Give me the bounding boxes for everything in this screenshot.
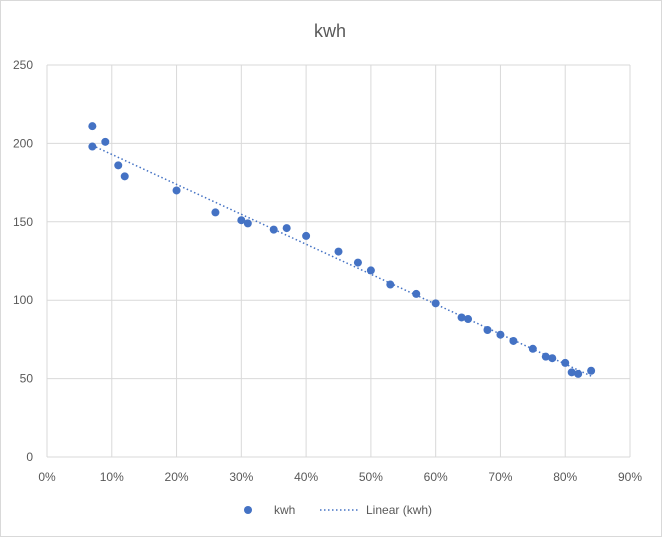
x-tick-label: 70%: [488, 470, 512, 484]
data-point: [541, 352, 550, 361]
x-tick-label: 30%: [229, 470, 253, 484]
data-point: [509, 336, 518, 345]
data-point: [366, 266, 375, 275]
data-point: [386, 280, 395, 289]
legend-label-trendline: Linear (kwh): [366, 503, 432, 517]
x-tick-label: 90%: [618, 470, 642, 484]
data-point: [431, 299, 440, 308]
data-point: [561, 358, 570, 367]
y-tick-label: 250: [13, 58, 33, 72]
data-point: [353, 258, 362, 267]
legend-marker-kwh: [244, 506, 252, 514]
legend: kwh Linear (kwh): [244, 503, 432, 517]
x-tick-label: 20%: [165, 470, 189, 484]
y-tick-label: 150: [13, 215, 33, 229]
y-tick-label: 50: [20, 372, 34, 386]
x-tick-label: 40%: [294, 470, 318, 484]
x-tick-label: 0%: [38, 470, 56, 484]
y-tick-label: 0: [26, 450, 33, 464]
x-tick-label: 80%: [553, 470, 577, 484]
data-point: [567, 368, 576, 377]
data-point: [237, 216, 246, 225]
y-tick-label: 100: [13, 293, 33, 307]
x-tick-label: 10%: [100, 470, 124, 484]
data-point: [548, 354, 557, 363]
data-point: [483, 325, 492, 334]
data-point: [269, 225, 278, 234]
chart-title: kwh: [314, 21, 346, 41]
data-point: [282, 224, 291, 233]
data-point: [172, 186, 181, 195]
vertical-gridlines: [46, 65, 631, 457]
data-point: [574, 369, 583, 378]
data-points: [88, 122, 596, 378]
y-tick-label: 200: [13, 136, 33, 150]
data-point: [457, 313, 466, 322]
x-tick-label: 60%: [424, 470, 448, 484]
data-point: [88, 122, 97, 131]
horizontal-gridlines: [47, 64, 630, 458]
data-point: [101, 137, 110, 146]
data-point: [114, 161, 123, 170]
data-point: [211, 208, 220, 217]
data-point: [496, 330, 505, 339]
data-point: [243, 219, 252, 228]
data-point: [334, 247, 343, 256]
data-point: [412, 289, 421, 298]
legend-label-kwh: kwh: [274, 503, 295, 517]
x-tick-label: 50%: [359, 470, 383, 484]
data-point: [464, 315, 473, 324]
data-point: [302, 231, 311, 240]
data-point: [88, 142, 97, 151]
data-point: [120, 172, 129, 181]
data-point: [528, 344, 537, 353]
data-point: [587, 366, 596, 375]
x-axis-tick-labels: 0% 10% 20% 30% 40% 50% 60% 70% 80% 90%: [38, 470, 642, 484]
y-axis-tick-labels: 0 50 100 150 200 250: [13, 58, 33, 464]
